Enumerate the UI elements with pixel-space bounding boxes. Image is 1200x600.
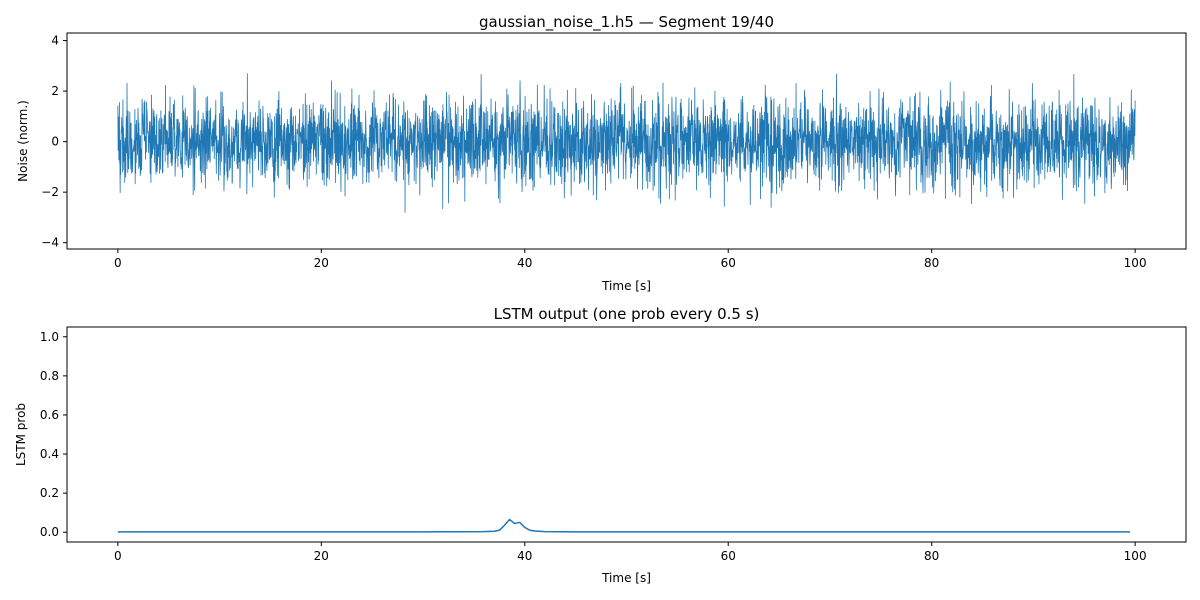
x-tick-label: 100 <box>1124 256 1147 270</box>
y-tick-label: 0.0 <box>40 525 59 539</box>
series-line <box>117 73 1136 213</box>
y-tick-label: 1.0 <box>40 330 59 344</box>
y-axis-label: Noise (norm.) <box>16 100 30 182</box>
y-tick-label: −4 <box>41 236 59 250</box>
x-tick-label: 0 <box>114 256 122 270</box>
noise-panel: gaussian_noise_1.h5 — Segment 19/400 20 40… <box>16 13 1187 293</box>
y-tick-label: 2 <box>51 84 59 98</box>
chart-title: LSTM output (one prob every 0.5 s) <box>494 305 760 323</box>
y-tick-label: −2 <box>41 185 59 199</box>
y-axis-label: LSTM prob <box>14 403 28 466</box>
x-tick-label: 0 <box>114 549 122 563</box>
chart-title: gaussian_noise_1.h5 — Segment 19/40 <box>479 13 774 32</box>
x-tick-label: 80 <box>924 549 939 563</box>
x-tick-label: 20 <box>314 256 329 270</box>
y-tick-label: 0 <box>51 135 59 149</box>
y-tick-label: 0.6 <box>40 408 59 422</box>
x-tick-label: 20 <box>314 549 329 563</box>
x-tick-label: 60 <box>721 256 736 270</box>
axes-frame <box>66 32 1187 250</box>
x-tick-label: 40 <box>517 549 532 563</box>
y-tick-label: 0.4 <box>40 447 59 461</box>
x-tick-label: 60 <box>721 549 736 563</box>
x-axis-label: Time [s] <box>601 279 651 293</box>
axes-frame <box>66 326 1187 543</box>
x-tick-label: 80 <box>924 256 939 270</box>
x-axis-label: Time [s] <box>601 571 651 585</box>
y-tick-label: 0.2 <box>40 486 59 500</box>
x-tick-label: 40 <box>517 256 532 270</box>
series-line <box>117 518 1131 533</box>
x-tick-label: 100 <box>1124 549 1147 563</box>
lstm-panel: LSTM output (one prob every 0.5 s) 0 20 40 6… <box>14 305 1187 585</box>
y-tick-label: 0.8 <box>40 369 59 383</box>
y-tick-label: 4 <box>51 34 59 48</box>
